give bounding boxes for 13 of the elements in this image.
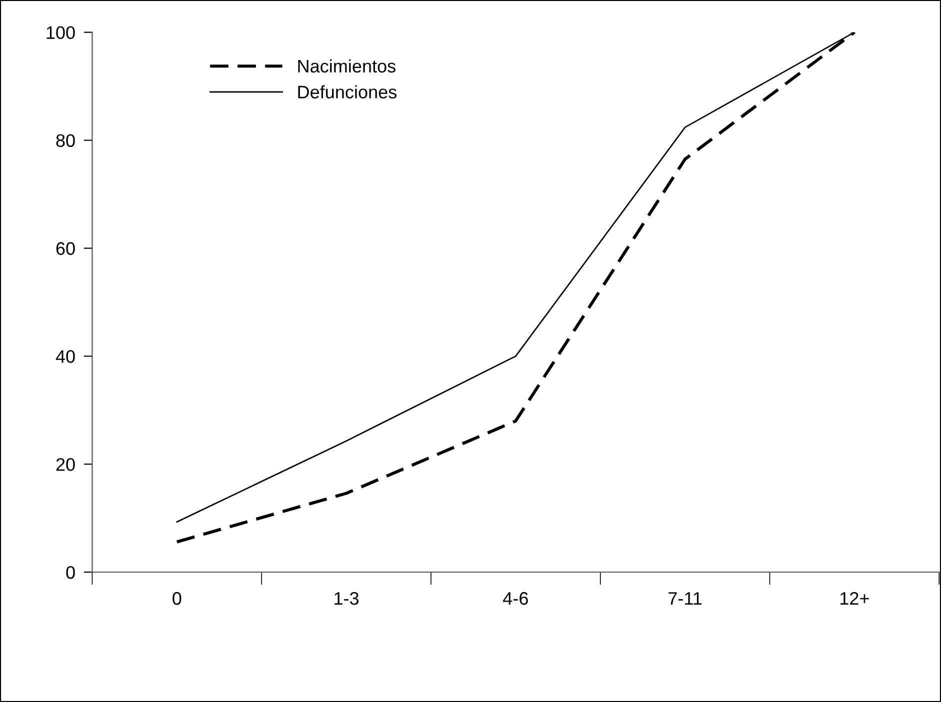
x-tick-label: 12+: [840, 592, 869, 605]
x-tick-label: 4-6: [503, 592, 528, 605]
legend-label: Nacimientos: [298, 59, 396, 73]
y-tick-label: 60: [56, 242, 75, 255]
x-tick-label: 0: [172, 592, 182, 605]
x-tick-label: 7-11: [668, 592, 702, 605]
y-tick-label: 0: [66, 566, 75, 579]
y-tick-label: 20: [56, 458, 75, 471]
y-tick-label: 100: [46, 26, 75, 40]
y-tick-label: 40: [56, 350, 75, 363]
legend-label: Defunciones: [298, 85, 396, 98]
y-tick-label: 80: [56, 134, 75, 147]
x-tick-label: 1-3: [334, 592, 359, 605]
